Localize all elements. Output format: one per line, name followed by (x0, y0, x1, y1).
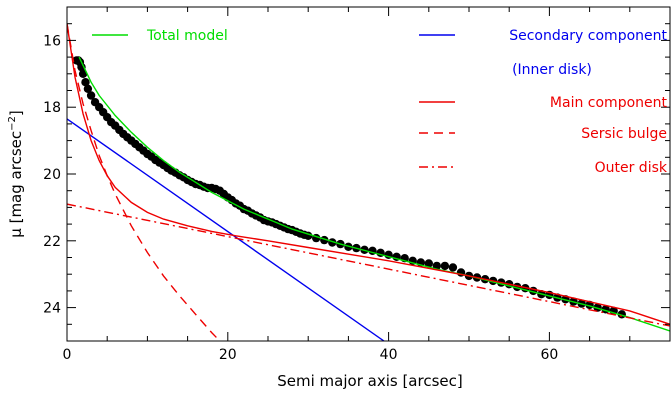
legend-label: Main component (550, 95, 668, 111)
data-point (78, 69, 88, 79)
secondary-component-line (67, 118, 386, 341)
legend-label: Total model (146, 28, 228, 44)
y-axis-title-prefix: μ [mag arcsec (7, 131, 25, 238)
y-tick-label: 20 (43, 167, 61, 183)
y-tick-label: 16 (43, 33, 61, 49)
observed-profile-points (72, 56, 626, 319)
data-point (448, 263, 458, 272)
y-axis-title: μ [mag arcsec−2] (7, 110, 25, 237)
x-tick-label: 60 (540, 347, 558, 363)
x-axis-title: Semi major axis [arcsec] (277, 372, 462, 390)
sersic-bulge-line (67, 23, 221, 341)
x-tick-label: 40 (380, 347, 398, 363)
y-axis-title-suffix: ] (7, 110, 25, 116)
outer-disk-line (67, 203, 670, 327)
y-axis-title-exponent: −2 (7, 116, 18, 131)
legend-label: (Inner disk) (512, 62, 592, 78)
x-tick-label: 20 (219, 347, 237, 363)
legend-label: Outer disk (595, 160, 668, 176)
x-tick-label: 0 (63, 347, 72, 363)
legend-label: Sersic bulge (581, 126, 667, 142)
main-component-line (67, 23, 670, 325)
data-point (424, 259, 433, 268)
y-tick-label: 24 (43, 301, 61, 317)
data-point (81, 78, 90, 87)
data-point (83, 84, 93, 94)
data-point (86, 91, 96, 100)
y-tick-label: 22 (43, 234, 61, 250)
y-tick-label: 18 (43, 100, 61, 116)
legend-label: Secondary component (509, 28, 667, 44)
data-point (440, 261, 450, 271)
